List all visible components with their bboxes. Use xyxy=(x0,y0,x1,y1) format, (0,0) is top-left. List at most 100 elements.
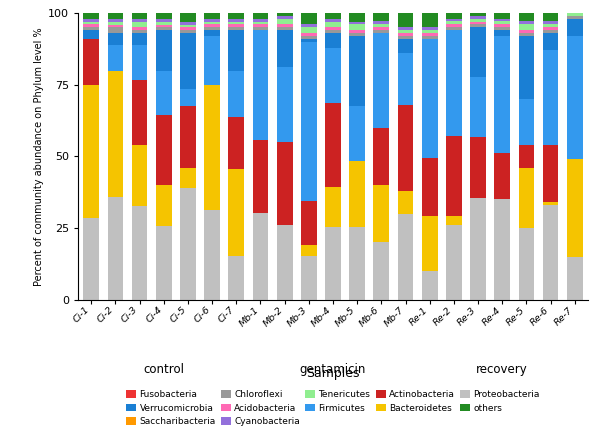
Bar xyxy=(180,107,196,168)
Bar xyxy=(373,242,389,300)
Bar xyxy=(422,270,437,300)
Bar xyxy=(325,48,341,103)
Bar xyxy=(253,27,268,30)
Bar xyxy=(446,136,462,217)
Text: recovery: recovery xyxy=(476,363,528,376)
Bar xyxy=(253,30,268,140)
Bar xyxy=(518,228,534,300)
Bar xyxy=(277,67,293,142)
X-axis label: Samples: Samples xyxy=(306,367,360,380)
Bar xyxy=(132,13,148,19)
Bar xyxy=(107,197,124,300)
Bar xyxy=(229,21,244,24)
Bar xyxy=(204,30,220,36)
Bar xyxy=(325,33,341,48)
Bar xyxy=(180,188,196,300)
Bar xyxy=(132,27,148,30)
Bar xyxy=(373,30,389,33)
Bar xyxy=(494,36,510,153)
Bar xyxy=(494,199,510,300)
Bar xyxy=(229,13,244,19)
Bar xyxy=(373,13,389,21)
Bar xyxy=(83,24,99,27)
Bar xyxy=(518,168,534,228)
Bar xyxy=(349,227,365,300)
Bar xyxy=(446,18,462,21)
Bar xyxy=(518,99,534,145)
Bar xyxy=(567,18,583,36)
Bar xyxy=(373,128,389,185)
Text: gentamicin: gentamicin xyxy=(300,363,366,376)
Bar xyxy=(518,30,534,33)
Bar xyxy=(301,42,317,201)
Bar xyxy=(446,225,462,300)
Bar xyxy=(518,13,534,21)
Bar xyxy=(567,257,583,300)
Y-axis label: Percent of community abundance on Phylum level %: Percent of community abundance on Phylum… xyxy=(34,27,44,285)
Bar xyxy=(156,30,172,71)
Bar xyxy=(349,24,365,30)
Bar xyxy=(301,39,317,42)
Bar xyxy=(349,160,365,227)
Bar xyxy=(422,158,437,216)
Bar xyxy=(180,30,196,33)
Bar xyxy=(446,217,462,225)
Bar xyxy=(398,104,413,190)
Bar xyxy=(156,24,172,27)
Bar xyxy=(470,137,486,198)
Bar xyxy=(229,71,244,117)
Bar xyxy=(180,27,196,30)
Bar xyxy=(518,145,534,168)
Bar xyxy=(542,205,559,300)
Bar xyxy=(204,36,220,85)
Bar xyxy=(422,13,437,27)
Bar xyxy=(446,27,462,30)
Bar xyxy=(518,24,534,30)
Legend: Fusobacteria, Verrucomicrobia, Saccharibacteria, Chloroflexi, Acidobacteria, Cya: Fusobacteria, Verrucomicrobia, Saccharib… xyxy=(127,390,539,426)
Bar xyxy=(398,214,413,300)
Bar xyxy=(422,30,437,33)
Bar xyxy=(204,85,220,210)
Bar xyxy=(325,27,341,30)
Bar xyxy=(373,33,389,128)
Bar xyxy=(518,33,534,36)
Bar xyxy=(229,19,244,21)
Bar xyxy=(422,27,437,30)
Bar xyxy=(156,115,172,185)
Bar xyxy=(180,168,196,188)
Bar xyxy=(542,50,559,145)
Bar xyxy=(229,27,244,30)
Bar xyxy=(494,27,510,30)
Bar xyxy=(349,30,365,33)
Bar xyxy=(83,30,99,39)
Bar xyxy=(542,13,559,21)
Bar xyxy=(518,36,534,99)
Bar xyxy=(301,201,317,244)
Bar xyxy=(204,19,220,21)
Bar xyxy=(204,210,220,300)
Bar xyxy=(301,24,317,27)
Bar xyxy=(349,36,365,106)
Bar xyxy=(422,36,437,39)
Bar xyxy=(325,19,341,21)
Bar xyxy=(301,13,317,24)
Bar xyxy=(253,13,268,19)
Bar xyxy=(132,45,148,80)
Bar xyxy=(132,145,148,206)
Bar xyxy=(107,13,124,19)
Bar xyxy=(277,24,293,27)
Bar xyxy=(301,244,317,256)
Bar xyxy=(156,13,172,19)
Bar xyxy=(542,33,559,50)
Bar xyxy=(446,21,462,24)
Bar xyxy=(494,24,510,27)
Bar xyxy=(542,24,559,27)
Bar xyxy=(325,227,341,300)
Bar xyxy=(107,33,124,45)
Bar xyxy=(325,21,341,27)
Bar xyxy=(542,145,559,202)
Bar xyxy=(398,36,413,39)
Bar xyxy=(373,27,389,30)
Bar xyxy=(204,27,220,30)
Bar xyxy=(180,24,196,27)
